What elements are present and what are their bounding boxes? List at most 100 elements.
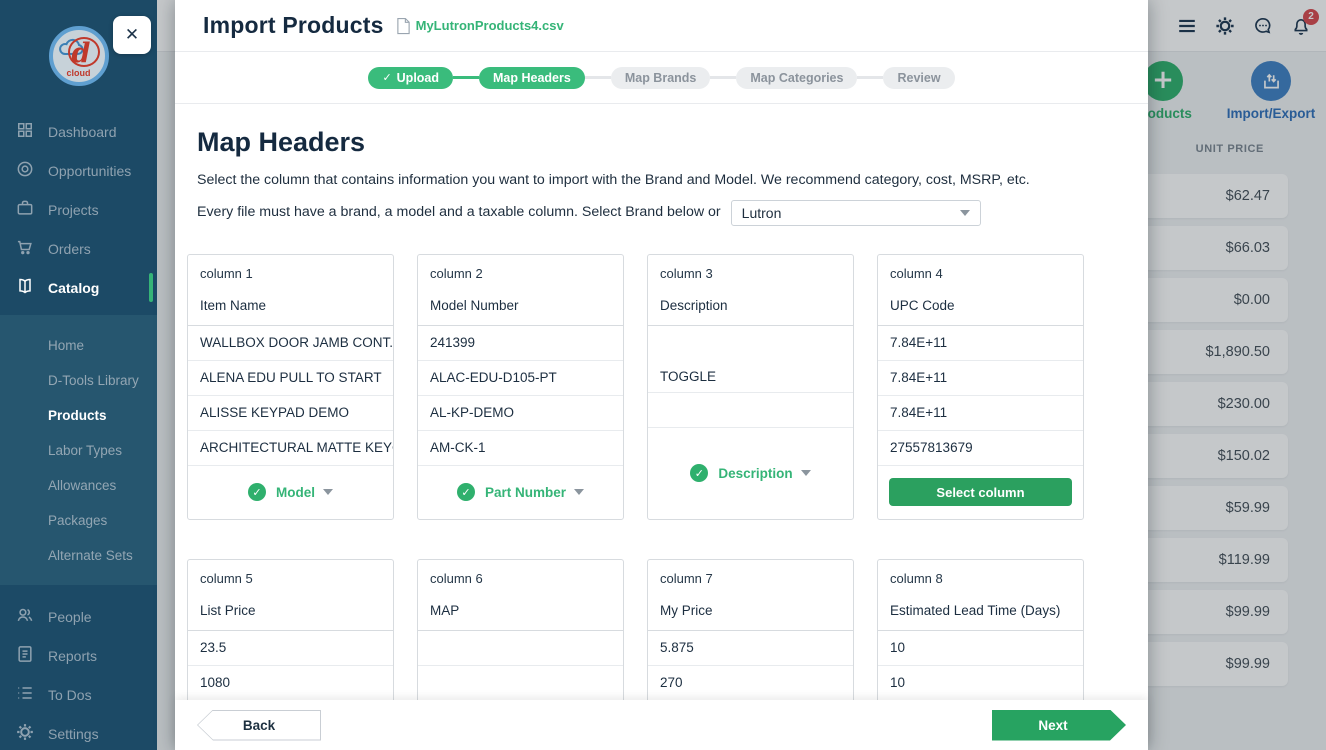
step-review[interactable]: Review [883, 66, 955, 89]
column-source-name: Description [660, 297, 728, 313]
section-heading: Map Headers [197, 127, 366, 157]
section-description-line1: Select the column that contains informat… [197, 172, 1030, 188]
stepper-connector [584, 76, 611, 79]
add-products-button[interactable]: + [1143, 61, 1183, 101]
grid-icon [15, 120, 48, 143]
topbar-gear-icon[interactable] [1214, 15, 1236, 37]
unit-price-value: $119.99 [1218, 552, 1270, 568]
sidebar-item-catalog[interactable]: Catalog [0, 268, 157, 307]
column-id: column 3 [660, 265, 713, 281]
sidebar-item-reports[interactable]: Reports [0, 636, 157, 675]
column-sample-row: 10 [878, 631, 1083, 666]
sidebar-item-label: People [48, 608, 92, 625]
sidebar-item-label: Catalog [48, 279, 100, 296]
mapping-select[interactable]: Model [276, 484, 315, 500]
sidebar-subitem-d-tools-library[interactable]: D-Tools Library [48, 373, 139, 388]
column-card-header: column 7 My Price [648, 560, 853, 631]
mapped-check-icon: ✓ [248, 483, 266, 502]
step-map-categories[interactable]: Map Categories [736, 66, 858, 89]
column-card-column-2: column 2 Model Number 241399 ALAC-EDU-D105-… [417, 253, 624, 520]
sidebar-subitem-products[interactable]: Products [48, 408, 107, 423]
file-icon [396, 17, 410, 34]
sidebar-item-label: To Dos [48, 686, 92, 703]
column-sample-row: 1080 [188, 666, 393, 701]
chevron-down-icon[interactable] [323, 489, 333, 496]
gear-icon [15, 722, 48, 745]
column-card-header: column 4 UPC Code [878, 255, 1083, 326]
sidebar: d cloud Dashboard Opportunities Projects Or… [0, 0, 157, 750]
cart-icon [15, 237, 48, 260]
column-source-name: List Price [200, 602, 256, 618]
column-id: column 6 [430, 570, 483, 586]
logo-d-ring [67, 37, 100, 67]
column-source-name: Item Name [200, 297, 267, 313]
column-card-header: column 1 Item Name [188, 255, 393, 326]
column-card-header: column 5 List Price [188, 560, 393, 631]
import-export-label: Import/Export [1226, 106, 1316, 121]
sidebar-subitem-allowances[interactable]: Allowances [48, 478, 117, 493]
mapping-select[interactable]: Description [718, 465, 793, 481]
todo-icon [15, 683, 48, 706]
step-map-brands[interactable]: Map Brands [610, 66, 711, 89]
column-sample-row [418, 666, 623, 701]
step-map-headers[interactable]: Map Headers [479, 66, 585, 89]
close-modal-button[interactable]: ✕ [113, 16, 151, 54]
column-sample-row: TOGGLE [648, 326, 853, 393]
column-sample-row: 270 [648, 666, 853, 701]
column-card-header: column 8 Estimated Lead Time (Days) [878, 560, 1083, 631]
sidebar-subitem-labor-types[interactable]: Labor Types [48, 443, 123, 458]
column-source-name: Estimated Lead Time (Days) [890, 602, 1061, 618]
unit-price-value: $66.03 [1225, 240, 1270, 256]
section-description-line2: Every file must have a brand, a model an… [197, 204, 721, 221]
column-sample-row: 7.84E+11 [878, 396, 1083, 431]
modal-title: Import Products [203, 12, 384, 38]
sidebar-item-dashboard[interactable]: Dashboard [0, 112, 157, 151]
topbar-bell-icon[interactable]: 2 [1290, 8, 1319, 37]
people-icon [15, 605, 48, 628]
uploaded-file-chip: MyLutronProducts4.csv [396, 17, 564, 35]
import-export-button[interactable] [1251, 61, 1291, 101]
next-button[interactable]: Next [992, 710, 1126, 741]
column-mapping-grid: column 1 Item Name WALLBOX DOOR JAMB CONT.… [175, 253, 1148, 737]
sidebar-item-settings[interactable]: Settings [0, 714, 157, 750]
back-button[interactable]: Back [197, 709, 321, 741]
notification-badge: 2 [1303, 8, 1319, 25]
sidebar-subitem-alternate-sets[interactable]: Alternate Sets [48, 548, 133, 563]
column-sample-row [418, 631, 623, 666]
select-column-button[interactable]: Select column [889, 478, 1072, 507]
brand-dropdown[interactable]: Lutron [730, 199, 981, 226]
step-label: Map Categories [750, 70, 844, 85]
topbar-chat-icon[interactable] [1252, 15, 1274, 37]
chevron-down-icon[interactable] [574, 489, 585, 496]
column-source-name: MAP [430, 602, 460, 618]
column-source-name: UPC Code [890, 297, 955, 313]
column-source-name: My Price [660, 602, 713, 618]
sidebar-subitem-home[interactable]: Home [48, 338, 85, 353]
column-sample-row: 7.84E+11 [878, 326, 1083, 361]
sidebar-item-projects[interactable]: Projects [0, 190, 157, 229]
sidebar-bottom-nav: People Reports To Dos Settings [0, 597, 157, 750]
unit-price-value: $62.47 [1225, 188, 1270, 204]
unit-price-value: $99.99 [1225, 656, 1270, 672]
mapping-select[interactable]: Part Number [484, 484, 567, 500]
modal-footer: Back Next [175, 700, 1148, 750]
step-check-icon: ✓ [382, 71, 392, 84]
sidebar-item-opportunities[interactable]: Opportunities [0, 151, 157, 190]
sidebar-item-label: Opportunities [48, 162, 132, 179]
step-label: Review [897, 70, 941, 85]
column-sample-row: 241399 [418, 326, 623, 361]
unit-price-value: $0.00 [1233, 292, 1270, 308]
topbar-menu-icon[interactable] [1176, 15, 1198, 37]
column-card-column-3: column 3 Description TOGGLE ✓ Description [647, 253, 854, 520]
report-icon [15, 644, 48, 667]
sidebar-item-people[interactable]: People [0, 597, 157, 636]
chevron-down-icon[interactable] [800, 470, 811, 477]
step-upload[interactable]: ✓ Upload [368, 66, 454, 89]
sidebar-item-to-dos[interactable]: To Dos [0, 675, 157, 714]
sidebar-item-orders[interactable]: Orders [0, 229, 157, 268]
column-sample-row: 5.875 [648, 631, 853, 666]
sidebar-subitem-packages[interactable]: Packages [48, 513, 108, 528]
target-icon [15, 159, 48, 182]
column-sample-row: ALAC-EDU-D105-PT [418, 361, 623, 396]
